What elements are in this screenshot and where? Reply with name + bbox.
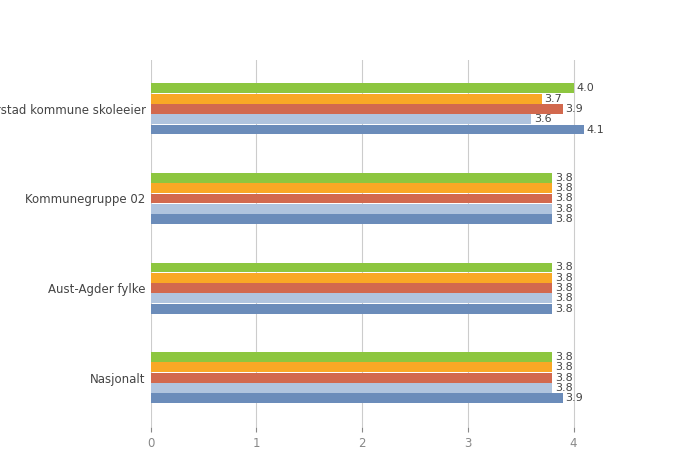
Text: 3.6: 3.6 — [534, 114, 552, 124]
Bar — [150, 214, 552, 224]
Bar — [150, 363, 552, 372]
Bar — [150, 304, 552, 313]
Text: Norsk hovedmål standpunkt: Norsk hovedmål standpunkt — [8, 24, 216, 41]
Text: 3.8: 3.8 — [555, 204, 573, 214]
Bar — [150, 183, 552, 193]
Text: 3.8: 3.8 — [555, 183, 573, 193]
Text: 4.0: 4.0 — [576, 84, 594, 93]
Text: 3.7: 3.7 — [545, 94, 562, 104]
Text: 3.9: 3.9 — [566, 104, 583, 114]
Text: 3.8: 3.8 — [555, 283, 573, 293]
Text: 3.8: 3.8 — [555, 273, 573, 283]
Text: 3.8: 3.8 — [555, 362, 573, 372]
Text: 3.8: 3.8 — [555, 263, 573, 273]
Bar — [150, 104, 563, 114]
Text: 3.8: 3.8 — [555, 373, 573, 383]
Bar — [150, 263, 552, 272]
Text: 3.9: 3.9 — [566, 393, 583, 403]
Text: 3.8: 3.8 — [555, 214, 573, 224]
Text: 3.8: 3.8 — [555, 173, 573, 183]
Bar — [150, 124, 584, 134]
Bar — [150, 373, 552, 382]
Bar — [150, 204, 552, 214]
Bar — [150, 194, 552, 203]
Bar — [150, 383, 552, 393]
Bar — [150, 114, 531, 124]
Bar — [150, 283, 552, 293]
Text: 3.8: 3.8 — [555, 352, 573, 362]
Bar — [150, 393, 563, 403]
Bar — [150, 293, 552, 303]
Text: 3.8: 3.8 — [555, 304, 573, 313]
Bar — [150, 273, 552, 283]
Bar — [150, 94, 542, 104]
Bar — [150, 84, 573, 93]
Bar — [150, 173, 552, 183]
Text: 3.8: 3.8 — [555, 194, 573, 203]
Bar — [150, 352, 552, 362]
Text: 4.1: 4.1 — [587, 124, 605, 134]
Text: 3.8: 3.8 — [555, 293, 573, 303]
Text: 3.8: 3.8 — [555, 383, 573, 393]
